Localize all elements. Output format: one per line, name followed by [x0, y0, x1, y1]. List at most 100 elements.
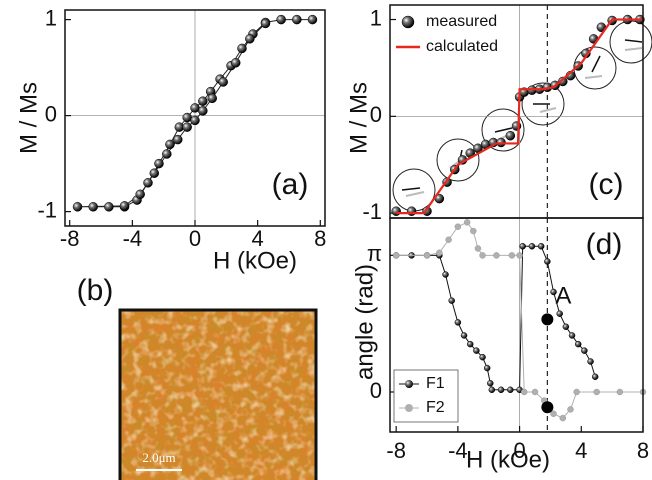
point: [519, 243, 526, 250]
marker-label: A: [555, 283, 571, 310]
point: [173, 134, 183, 145]
point: [550, 288, 557, 296]
point: [473, 347, 480, 354]
point: [260, 18, 271, 29]
y-tick-label: 1: [45, 5, 57, 30]
point: [392, 252, 400, 259]
x-tick-label: 0: [513, 438, 525, 463]
y-axis-title: M / Ms: [15, 82, 42, 154]
point: [307, 14, 318, 25]
series-line: [77, 19, 313, 208]
point: [507, 386, 514, 394]
x-tick-label: 8: [314, 226, 326, 251]
point: [573, 388, 580, 396]
panel-label: (b): [77, 274, 114, 307]
legend-label: F2: [426, 399, 445, 416]
x-tick-label: 4: [575, 438, 587, 463]
point: [454, 223, 462, 230]
plot-frame: [389, 217, 644, 433]
y-axis-title: angle (rad): [351, 264, 378, 380]
point: [581, 347, 588, 354]
legend-label: calculated: [426, 38, 498, 55]
y-tick-label: 0: [370, 378, 382, 403]
point: [591, 373, 599, 381]
legend-label: F1: [426, 375, 445, 392]
y-tick-label: 1: [370, 5, 382, 30]
point: [520, 388, 528, 396]
y-tick-label: -1: [362, 199, 382, 224]
point: [497, 386, 505, 394]
x-tick-label: 8: [637, 438, 649, 463]
scale-bar-label: 2.0μm: [142, 450, 175, 465]
point: [544, 258, 551, 265]
point: [483, 364, 491, 372]
y-tick-label: 0: [45, 101, 57, 126]
point: [207, 93, 217, 104]
point: [190, 115, 200, 126]
point: [182, 122, 192, 132]
x-axis-title: H (kOe): [466, 446, 550, 473]
point: [463, 219, 471, 226]
point: [423, 252, 431, 259]
y-tick-label: -1: [37, 197, 57, 222]
point: [162, 149, 172, 159]
x-tick-label: 0: [189, 226, 201, 251]
point: [436, 249, 443, 257]
point: [460, 332, 468, 339]
point: [448, 297, 455, 304]
point: [556, 310, 563, 317]
x-tick-label: -4: [123, 226, 143, 251]
marker: [541, 401, 554, 414]
point: [574, 340, 582, 348]
point: [474, 245, 482, 252]
point: [406, 206, 417, 216]
point: [470, 227, 477, 235]
point: [154, 158, 164, 169]
point: [505, 130, 516, 141]
plot-frame: [64, 9, 326, 227]
point: [276, 14, 286, 25]
point: [119, 201, 130, 211]
point: [104, 202, 114, 212]
point: [165, 139, 175, 150]
point: [218, 77, 228, 87]
series-line: [396, 245, 596, 391]
x-tick-label: -8: [60, 226, 80, 251]
point: [531, 388, 539, 396]
point: [558, 76, 568, 87]
point: [567, 406, 574, 413]
point: [488, 386, 496, 394]
point: [616, 388, 624, 396]
point: [391, 206, 401, 216]
point: [593, 388, 600, 396]
panel-label: (a): [272, 168, 309, 201]
point: [135, 189, 145, 200]
legend-marker: [405, 380, 413, 388]
point: [198, 106, 208, 116]
point: [568, 332, 576, 339]
point: [550, 410, 557, 417]
series-line: [396, 221, 643, 419]
point: [528, 243, 536, 250]
point: [442, 271, 449, 278]
point: [516, 252, 523, 259]
point: [508, 252, 516, 259]
point: [562, 323, 570, 330]
afm-image: [118, 308, 318, 480]
panel-label: (c): [589, 168, 624, 201]
series-line: [396, 18, 643, 215]
point: [237, 43, 247, 54]
point: [149, 168, 160, 178]
x-tick-label: -8: [386, 438, 406, 463]
point: [493, 252, 500, 259]
point: [587, 358, 594, 365]
point: [72, 202, 83, 212]
point: [143, 178, 153, 188]
legend-marker: [401, 15, 415, 29]
panel-label: (d): [586, 228, 623, 261]
x-tick-label: 4: [252, 226, 264, 251]
x-tick-label: -4: [448, 438, 468, 463]
marker: [541, 313, 554, 326]
y-tick-label: π: [367, 241, 382, 266]
